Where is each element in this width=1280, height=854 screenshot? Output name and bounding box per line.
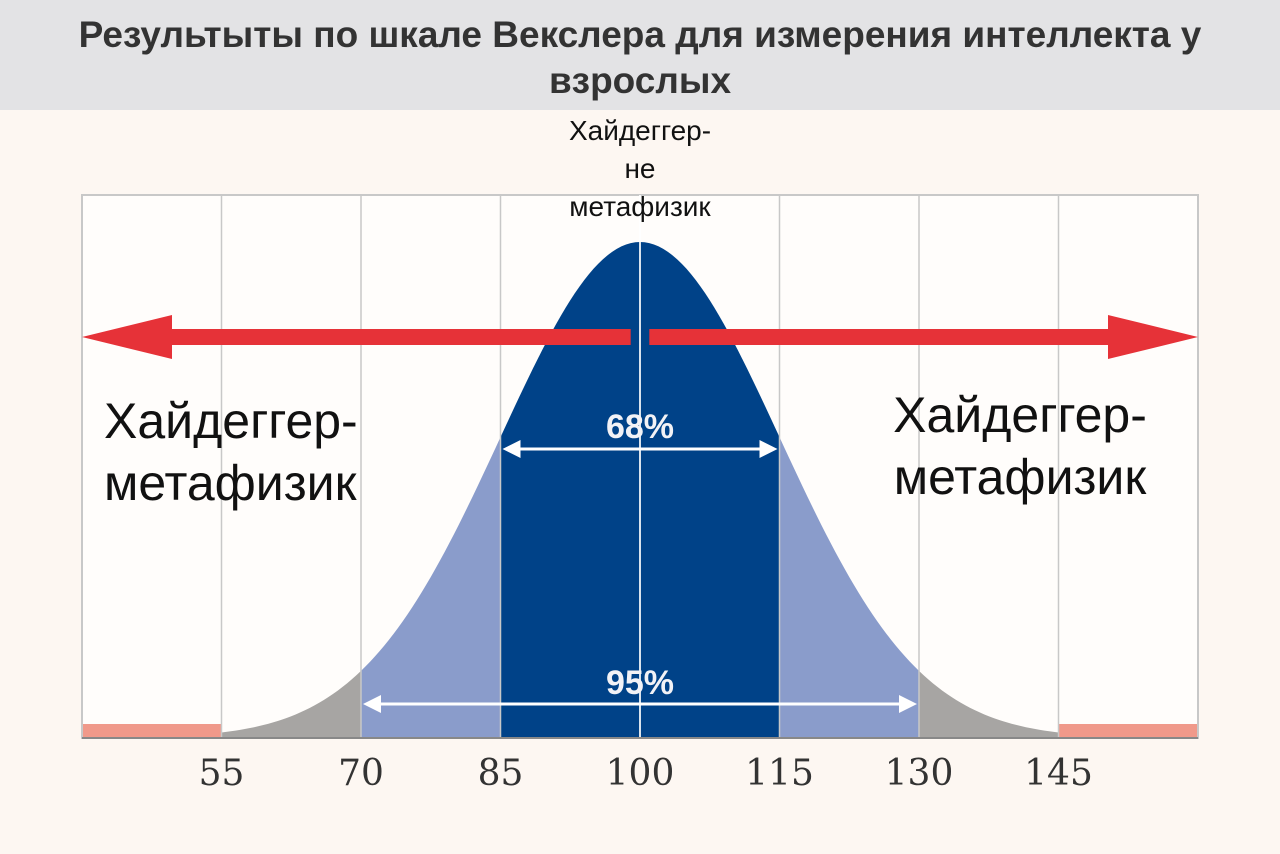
curve-band-70-85 bbox=[361, 437, 501, 738]
range-label-68pct: 68% bbox=[606, 408, 674, 446]
curve-band-55-70 bbox=[221, 670, 361, 738]
tail-band-5 bbox=[82, 724, 222, 738]
range-arrowhead-right-115 bbox=[759, 440, 778, 458]
red-arrow-shaft-right bbox=[649, 329, 1108, 345]
x-tick-label-130: 130 bbox=[885, 753, 954, 794]
range-label-95pct: 95% bbox=[606, 664, 674, 702]
x-tick-label-115: 115 bbox=[745, 753, 814, 794]
x-tick-label-85: 85 bbox=[478, 753, 524, 794]
range-arrowhead-left-70 bbox=[363, 695, 381, 713]
curve-band-115-130 bbox=[779, 437, 919, 738]
range-arrowhead-left-85 bbox=[502, 440, 521, 458]
red-arrow-head-right bbox=[1108, 315, 1198, 359]
right-annotation: Хайдеггер- метафизик bbox=[893, 387, 1147, 505]
range-arrowhead-right-130 bbox=[899, 695, 917, 713]
left-annotation: Хайдеггер- метафизик bbox=[104, 393, 358, 511]
x-tick-label-55: 55 bbox=[199, 753, 245, 794]
top-annotation: Хайдеггер- не метафизик bbox=[568, 115, 712, 222]
tail-band-6 bbox=[1058, 724, 1198, 738]
header-bar bbox=[0, 0, 1280, 110]
x-tick-label-145: 145 bbox=[1024, 753, 1093, 794]
red-arrow-shaft-left bbox=[172, 329, 631, 345]
x-tick-label-100: 100 bbox=[606, 753, 675, 794]
chart-title: Результыты по шкале Векслера для измерен… bbox=[78, 14, 1202, 101]
x-tick-label-70: 70 bbox=[338, 753, 384, 794]
red-arrow-head-left bbox=[82, 315, 172, 359]
curve-band-130-145 bbox=[919, 670, 1059, 738]
